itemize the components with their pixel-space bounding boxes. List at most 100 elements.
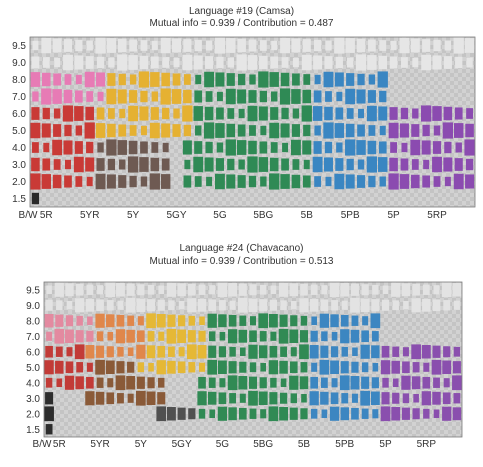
color-chip: [329, 282, 340, 298]
color-chip: [314, 125, 321, 136]
color-chip: [350, 283, 359, 296]
color-chip: [260, 409, 267, 419]
color-chip: [198, 408, 206, 419]
color-chip: [249, 125, 256, 136]
color-chip: [158, 377, 165, 388]
color-chip: [302, 89, 312, 104]
color-chip: [166, 282, 177, 297]
color-chip: [411, 124, 420, 137]
chart-title: Language #19 (Camsa): [188, 6, 295, 17]
color-chip: [41, 88, 52, 105]
color-chip: [421, 391, 431, 406]
color-chip: [177, 361, 186, 374]
color-chip: [341, 393, 349, 404]
color-chip: [301, 54, 312, 71]
color-chip: [127, 347, 134, 357]
color-chip: [106, 174, 116, 189]
color-chip: [150, 107, 159, 120]
color-chip: [269, 173, 280, 190]
color-chip: [444, 40, 452, 51]
color-chip: [138, 71, 150, 88]
color-chip: [156, 314, 166, 328]
color-chip: [452, 407, 462, 421]
color-chip: [313, 90, 322, 103]
color-chip: [216, 91, 223, 102]
color-chip: [259, 55, 268, 70]
color-chip: [44, 360, 54, 375]
color-chip: [54, 57, 61, 68]
color-chip: [278, 282, 289, 297]
color-chip: [249, 330, 257, 343]
color-chip: [346, 108, 354, 119]
color-chip: [42, 158, 51, 171]
color-chip: [249, 408, 257, 419]
color-chip: [442, 406, 452, 421]
color-chip: [433, 176, 441, 187]
color-chip: [300, 283, 308, 296]
color-chip: [239, 361, 247, 373]
color-chip: [400, 107, 409, 120]
color-chip: [107, 108, 115, 119]
color-chip: [227, 329, 238, 344]
color-chip: [259, 40, 267, 51]
x-tick-label: 5P: [387, 210, 400, 221]
color-chip: [310, 408, 318, 419]
color-chip: [452, 283, 462, 297]
color-chip: [75, 39, 83, 52]
color-chip: [334, 72, 344, 87]
color-chip: [247, 105, 258, 122]
color-chip: [150, 72, 160, 87]
color-chip: [75, 330, 84, 343]
color-chip: [53, 108, 61, 119]
y-tick-label: 9.0: [12, 58, 26, 69]
chart-subtitle: Mutual info = 0.939 / Contribution = 0.5…: [149, 256, 334, 267]
color-chip: [314, 74, 321, 85]
color-chip: [355, 54, 367, 71]
color-chip: [178, 300, 185, 310]
color-chip: [269, 122, 280, 139]
color-chip: [237, 124, 246, 137]
color-chip: [63, 140, 73, 155]
color-chip: [433, 285, 440, 295]
x-tick-label: 5GY: [172, 439, 192, 450]
color-chip: [117, 38, 127, 53]
color-chip: [106, 314, 115, 328]
color-chip: [321, 331, 328, 342]
color-chip: [301, 105, 312, 122]
color-chip: [465, 174, 475, 189]
color-chip: [137, 362, 145, 373]
color-chip: [351, 407, 359, 420]
color-chip: [198, 376, 206, 389]
color-chip: [291, 38, 301, 53]
color-chip: [136, 298, 146, 312]
color-chip: [290, 300, 297, 310]
color-chip: [139, 106, 149, 121]
color-chip: [268, 314, 278, 328]
color-chip: [46, 285, 52, 295]
color-chip: [248, 39, 257, 52]
x-tick-label: 5PB: [341, 210, 360, 221]
color-chip: [279, 360, 288, 374]
color-chip: [281, 107, 289, 120]
x-tick-label: 5Y: [127, 210, 140, 221]
color-chip: [52, 174, 62, 189]
x-tick-label: 5YR: [80, 210, 99, 221]
color-chip: [31, 192, 40, 205]
color-chip: [65, 283, 74, 297]
color-chip: [240, 347, 246, 357]
color-chip: [129, 39, 137, 52]
color-chip: [96, 331, 104, 342]
color-chip: [271, 40, 278, 51]
color-chip: [399, 123, 409, 138]
x-tick-label: B/W: [19, 210, 38, 221]
color-chip: [280, 37, 290, 54]
color-chip: [188, 362, 196, 373]
color-chip: [372, 409, 379, 419]
color-chip: [95, 173, 106, 190]
color-chip: [228, 361, 237, 374]
color-chip: [360, 390, 370, 406]
color-chip: [402, 347, 409, 357]
color-chip: [259, 299, 268, 312]
color-chip: [146, 391, 156, 405]
color-chip: [116, 314, 125, 327]
